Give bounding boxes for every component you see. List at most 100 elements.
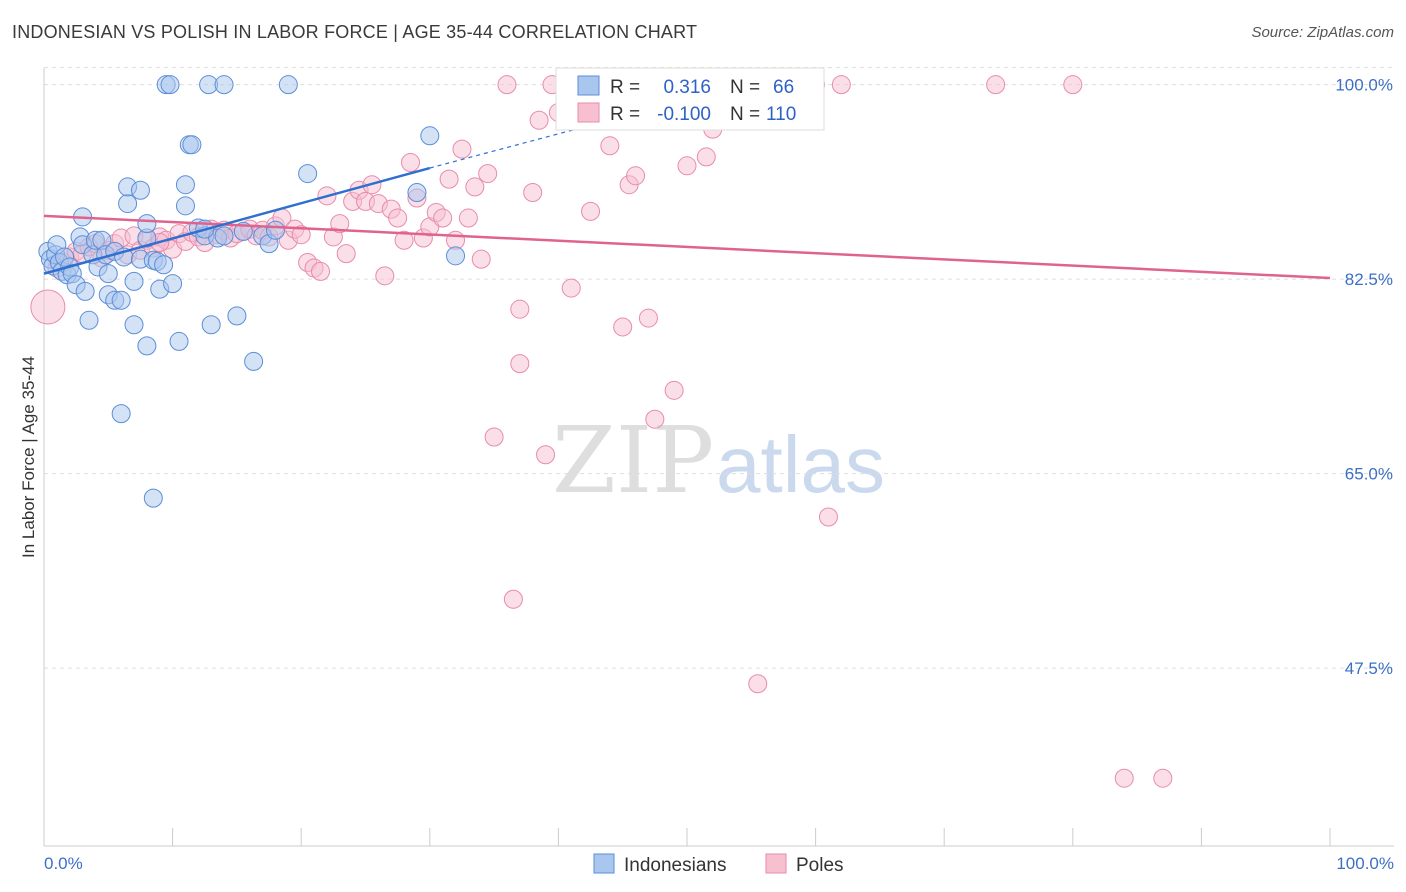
x-tick-label-0: 0.0%: [44, 854, 83, 873]
indonesian-point-67: [244, 351, 264, 371]
pole-point-108: [1153, 768, 1173, 788]
legend-swatch-poles: [577, 102, 600, 123]
pole-point-65: [458, 208, 478, 228]
pole-point-56: [401, 152, 421, 172]
y-tick-label-0: 100.0%: [1335, 76, 1393, 95]
legend-n-label-indonesians: N =: [730, 77, 760, 98]
stats-legend: R = 0.316 N = 66 R = -0.100 N = 110: [555, 67, 825, 131]
trend-lines: [43, 122, 1331, 280]
pole-point-88: [645, 409, 665, 429]
indonesian-point-15: [75, 281, 95, 301]
pole-point-106: [1063, 75, 1083, 95]
indonesian-point-66: [446, 246, 466, 266]
pole-point-101: [831, 75, 851, 95]
indonesian-point-36: [137, 336, 157, 356]
bottom-legend-swatch-poles: [765, 853, 787, 874]
watermark-atlas: atlas: [716, 420, 885, 509]
legend-n-value-poles: 110: [766, 104, 796, 125]
x-tick-marks: [43, 828, 1331, 846]
pole-point-103: [748, 674, 768, 694]
pole-point-69: [484, 427, 504, 447]
pole-point-54: [388, 208, 408, 228]
indonesian-point-58: [214, 75, 234, 95]
indonesian-point-42: [154, 255, 174, 275]
indonesians-trend-line: [43, 166, 431, 275]
indonesian-point-26: [111, 290, 131, 310]
stats-legend-box: [555, 67, 825, 131]
indonesian-point-46: [169, 331, 189, 351]
legend-r-label-poles: R =: [610, 104, 640, 125]
indonesian-point-56: [227, 306, 247, 326]
pole-point-45: [330, 214, 350, 234]
axes: [43, 68, 1394, 847]
pole-point-75: [536, 445, 556, 465]
pole-point-42: [310, 261, 330, 281]
legend-n-label-poles: N =: [730, 104, 760, 125]
pole-point-104: [818, 507, 838, 527]
indonesians-points: [38, 75, 466, 508]
y-tick-label-3: 47.5%: [1345, 659, 1393, 678]
bottom-legend-poles: Poles: [796, 855, 844, 876]
pole-point-105: [986, 75, 1006, 95]
indonesian-point-44: [160, 75, 180, 95]
indonesian-point-62: [278, 75, 298, 95]
pole-point-102: [503, 589, 523, 609]
indonesian-point-47: [175, 196, 195, 216]
pole-point-89: [664, 380, 684, 400]
chart-title: INDONESIAN VS POLISH IN LABOR FORCE | AG…: [12, 22, 698, 42]
pole-point-55: [394, 230, 414, 250]
watermark-zip: ZIP: [552, 407, 714, 514]
y-tick-label-1: 82.5%: [1345, 270, 1393, 289]
pole-point-84: [613, 317, 633, 337]
indonesian-point-22: [98, 264, 118, 284]
indonesian-point-63: [298, 164, 318, 184]
pole-point-90: [677, 156, 697, 176]
pole-point-86: [626, 166, 646, 186]
indonesian-point-53: [201, 315, 221, 335]
pole-point-74: [529, 110, 549, 130]
indonesian-point-34: [130, 180, 150, 200]
pole-point-78: [561, 278, 581, 298]
pole-point-46: [336, 244, 356, 264]
y-tick-labels: 100.0% 82.5% 65.0% 47.5%: [1335, 76, 1393, 679]
gridlines: [44, 67, 1394, 669]
indonesians-trend-extension: [429, 122, 598, 169]
legend-r-value-poles: -0.100: [657, 104, 711, 125]
pole-point-80: [581, 201, 601, 221]
pole-point-87: [638, 308, 658, 328]
pole-point-107: [1114, 768, 1134, 788]
indonesian-point-32: [124, 315, 144, 335]
indonesian-point-27: [111, 404, 131, 424]
bottom-legend: Indonesians Poles: [593, 853, 844, 876]
poles-trend-line: [43, 214, 1331, 280]
pole-point-0: [30, 289, 66, 325]
y-tick-label-2: 65.0%: [1345, 465, 1393, 484]
legend-r-label-indonesians: R =: [610, 77, 640, 98]
indonesian-point-39: [143, 488, 163, 508]
indonesian-point-64: [407, 182, 427, 202]
pole-point-71: [510, 299, 530, 319]
pole-point-72: [510, 354, 530, 374]
indonesian-point-48: [175, 175, 195, 195]
pole-point-93: [696, 147, 716, 167]
indonesian-point-55: [214, 226, 234, 246]
indonesian-point-45: [163, 274, 183, 294]
indonesian-point-16: [79, 310, 99, 330]
bottom-legend-swatch-indonesians: [593, 853, 615, 874]
pole-point-62: [439, 169, 459, 189]
pole-point-73: [523, 182, 543, 202]
pole-point-83: [600, 136, 620, 156]
source-label: Source: ZipAtlas.com: [1251, 24, 1394, 41]
pole-point-61: [433, 208, 453, 228]
legend-swatch-indonesians: [577, 75, 600, 96]
pole-point-68: [478, 164, 498, 184]
x-tick-label-100: 100.0%: [1336, 854, 1394, 873]
indonesian-point-37: [137, 214, 157, 234]
indonesian-point-61: [265, 220, 285, 240]
indonesian-point-50: [182, 135, 202, 155]
pole-point-39: [291, 225, 311, 245]
pole-point-66: [465, 177, 485, 197]
pole-point-70: [497, 75, 517, 95]
indonesian-point-65: [420, 126, 440, 146]
